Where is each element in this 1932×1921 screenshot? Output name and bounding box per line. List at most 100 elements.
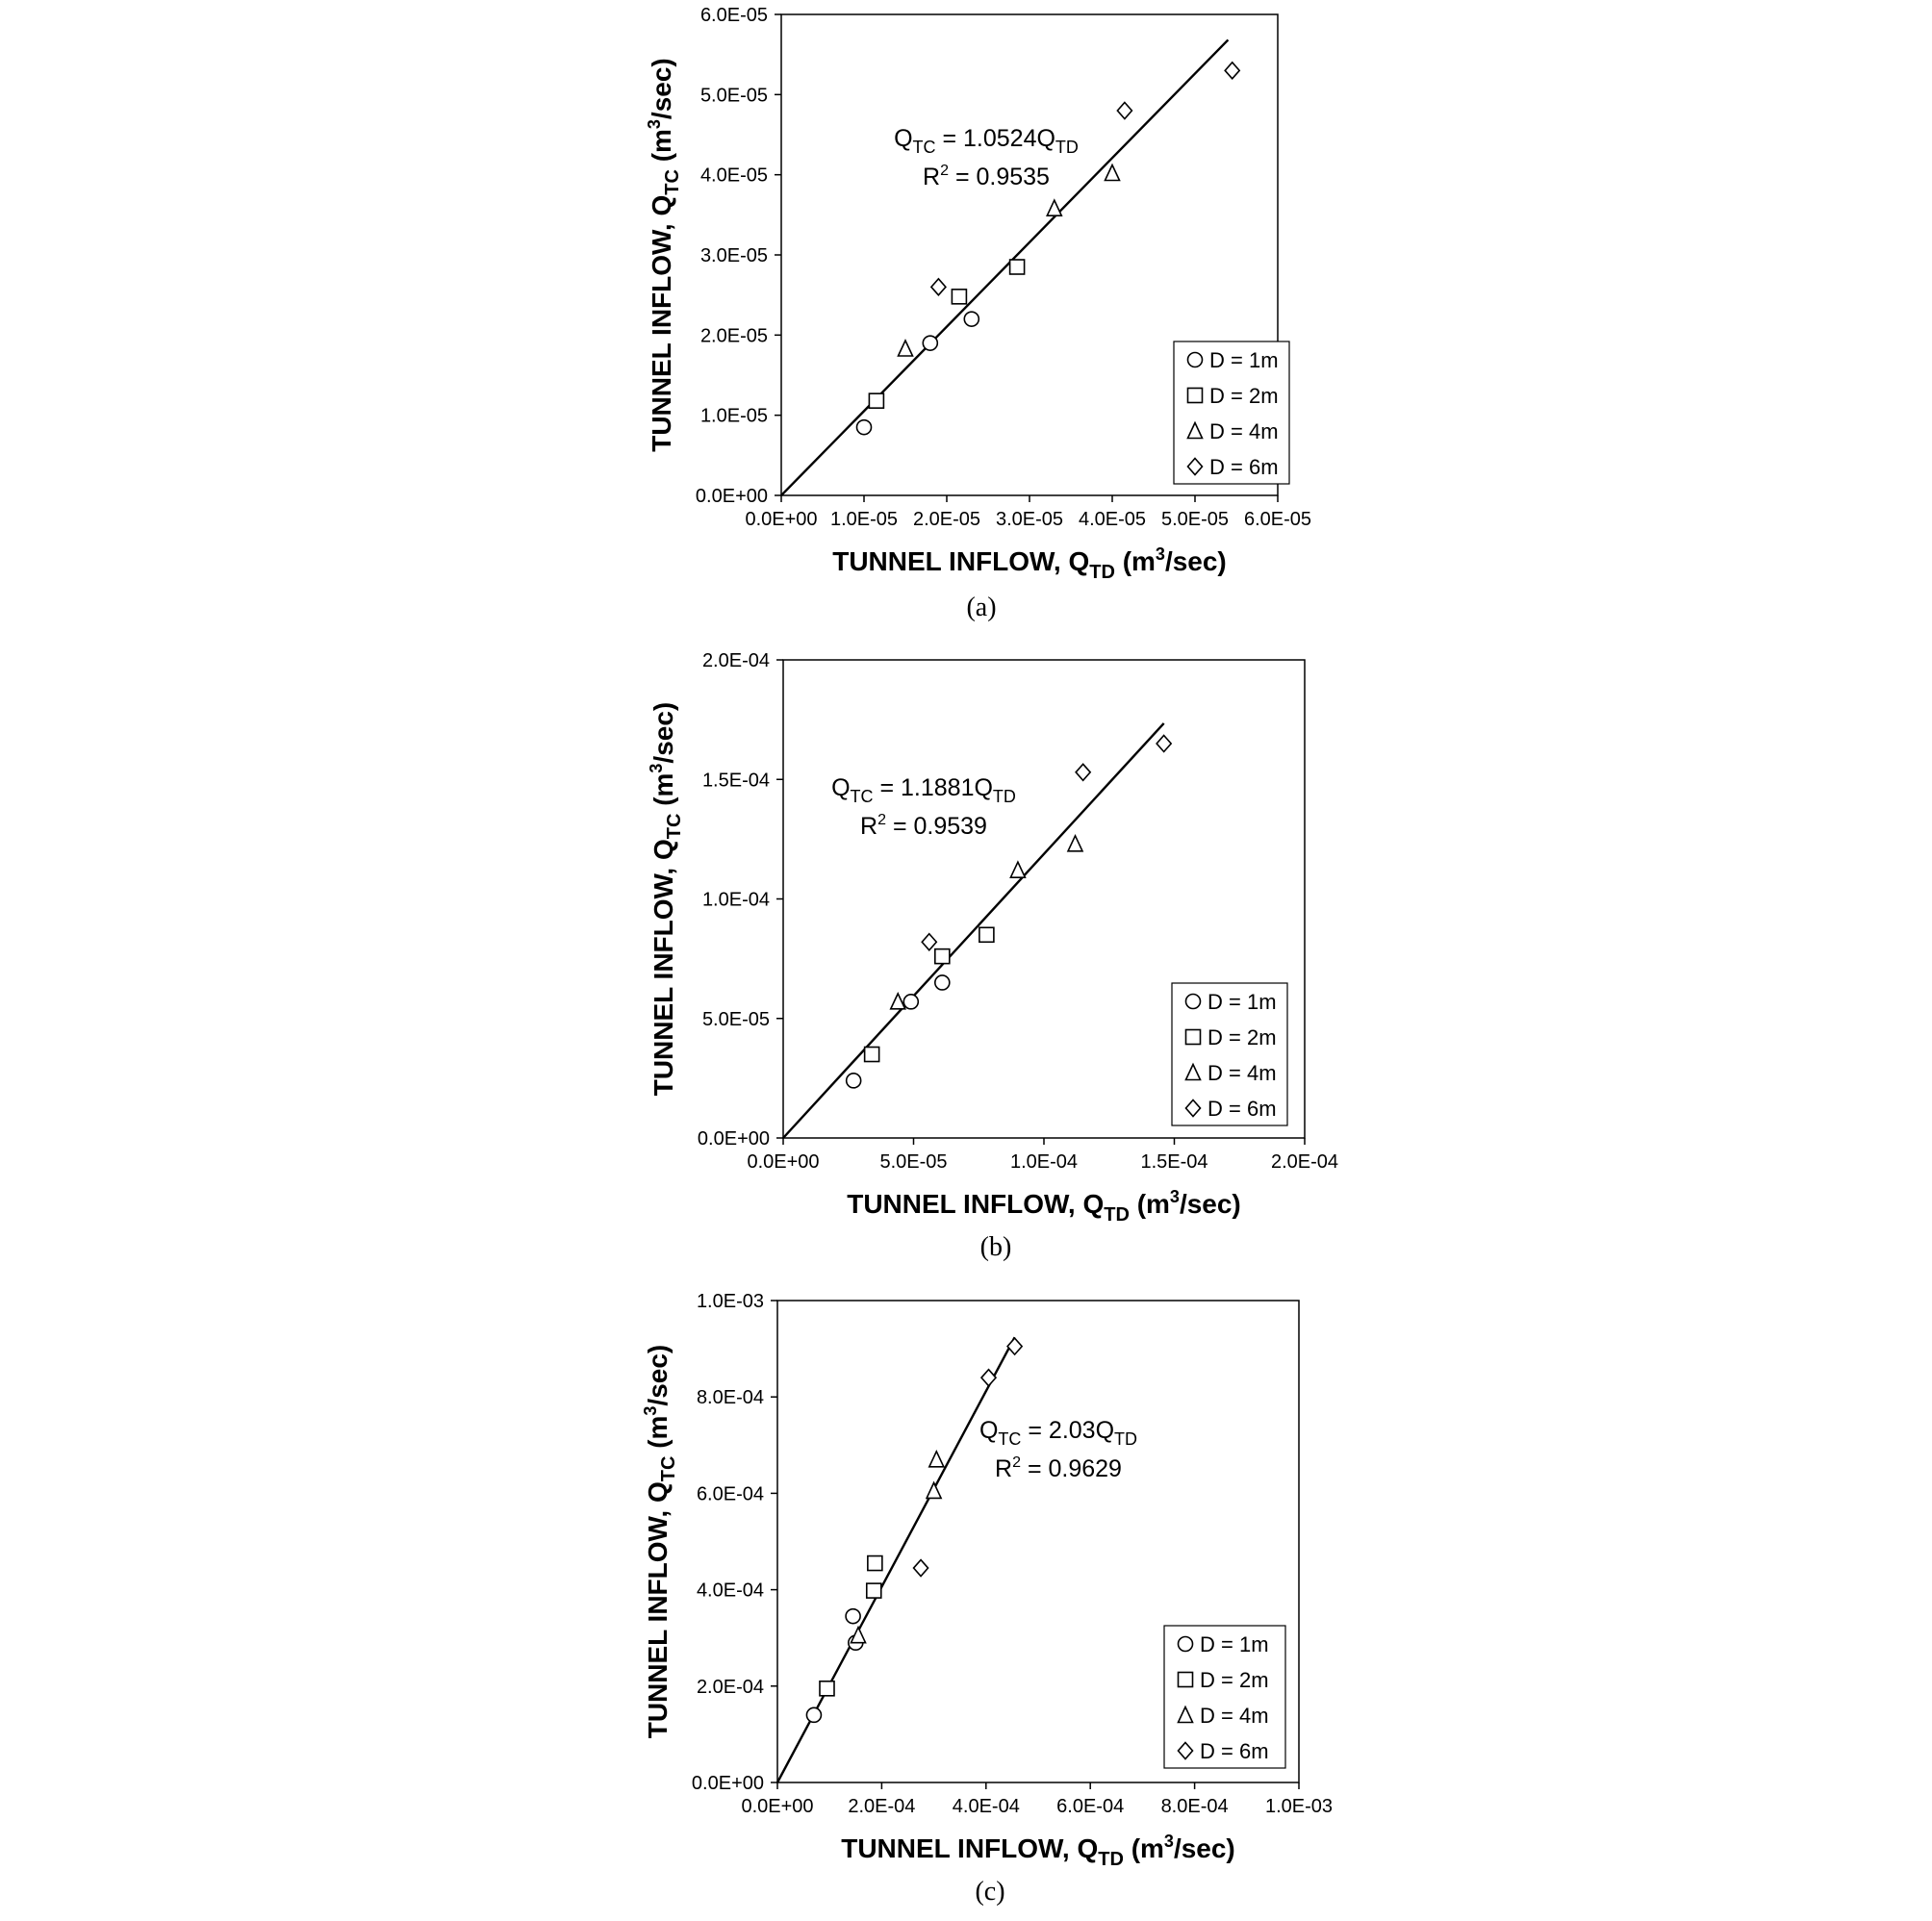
legend-label: D = 1m (1208, 990, 1277, 1014)
y-tick-label: 5.0E-05 (700, 85, 768, 106)
data-point-square (979, 926, 995, 944)
chart-c: 0.0E+00 2.0E-04 4.0E-04 6.0E-04 8.0E-04 1.0E-… (641, 1291, 1333, 1907)
figure-caption: (a) (966, 593, 996, 622)
y-tick-label: 3.0E-05 (700, 245, 768, 266)
legend-label: D = 6m (1209, 455, 1279, 479)
data-point-circle (902, 994, 920, 1010)
legend-label: D = 4m (1208, 1061, 1277, 1085)
chart-a: 0.0E+00 1.0E-05 2.0E-05 3.0E-05 4.0E-05 5.0E-… (645, 5, 1311, 622)
data-point-triangle (850, 1625, 867, 1644)
y-tick-label: 6.0E-04 (697, 1483, 764, 1504)
data-point-triangle (928, 1449, 946, 1468)
data-point-diamond (1224, 61, 1241, 81)
legend-marker-circle (1177, 1635, 1194, 1653)
data-point-diamond (1116, 101, 1133, 120)
x-tick-label: 1.0E-05 (830, 509, 898, 530)
data-point-triangle (925, 1480, 943, 1500)
x-axis-title: TUNNEL INFLOW, QTD (m3/sec) (841, 1832, 1235, 1870)
data-point-triangle (1104, 163, 1121, 182)
x-tick-label: 0.0E+00 (747, 1151, 819, 1173)
data-point-circle (845, 1607, 861, 1625)
legend: D = 1m D = 2m D = 4m D = 6m (1173, 341, 1290, 485)
series-circle (805, 1607, 864, 1724)
series-square (819, 1554, 883, 1697)
legend: D = 1m D = 2m D = 4m D = 6m (1163, 1625, 1286, 1769)
series-circle (845, 974, 951, 1089)
regression-equation: QTC = 2.03QTD (979, 1417, 1137, 1449)
x-tick-label: 1.5E-04 (1140, 1151, 1208, 1173)
data-point-diamond (921, 932, 938, 951)
regression-equation: QTC = 1.0524QTD (894, 125, 1079, 157)
legend-marker-triangle (1184, 1062, 1202, 1081)
y-tick-label: 4.0E-04 (697, 1580, 764, 1602)
series-square (868, 259, 1026, 409)
chart-b: 0.0E+00 5.0E-05 1.0E-04 1.5E-04 2.0E-04 0.0E+… (647, 650, 1338, 1262)
data-point-square (865, 1582, 882, 1599)
legend-marker-square (1177, 1671, 1194, 1688)
data-point-triangle (889, 991, 906, 1010)
data-point-diamond (929, 277, 947, 297)
trendline (780, 38, 1230, 496)
figure-caption: (c) (975, 1877, 1004, 1907)
data-point-square (951, 289, 968, 305)
legend-marker-triangle (1177, 1705, 1194, 1724)
y-tick-label: 6.0E-05 (700, 5, 768, 26)
trendline (782, 722, 1165, 1139)
legend-marker-square (1184, 1028, 1202, 1046)
x-axis-title: TUNNEL INFLOW, QTD (m3/sec) (832, 544, 1227, 583)
legend-label: D = 6m (1200, 1739, 1269, 1763)
x-tick-label: 1.0E-04 (1010, 1151, 1078, 1173)
data-point-triangle (1066, 833, 1084, 852)
legend-label: D = 1m (1200, 1632, 1269, 1656)
legend-marker-circle (1186, 351, 1204, 368)
legend-label: D = 2m (1209, 384, 1279, 408)
legend-label: D = 4m (1209, 419, 1279, 443)
data-point-triangle (1009, 860, 1027, 878)
y-tick-label: 2.0E-04 (702, 650, 770, 671)
x-tick-label: 5.0E-05 (1161, 509, 1229, 530)
y-axis-title: TUNNEL INFLOW, QTC (m3/sec) (641, 1345, 679, 1739)
x-tick-label: 3.0E-05 (996, 509, 1063, 530)
r-squared-label: R2 = 0.9629 (995, 1454, 1122, 1482)
y-axis-title: TUNNEL INFLOW, QTC (m3/sec) (645, 58, 683, 452)
x-tick-label: 5.0E-05 (879, 1151, 947, 1173)
data-point-square (1008, 259, 1026, 275)
data-point-square (934, 948, 951, 965)
data-point-triangle (897, 339, 914, 357)
data-point-circle (805, 1706, 823, 1724)
y-tick-label: 1.5E-04 (702, 770, 770, 791)
legend-label: D = 6m (1208, 1097, 1277, 1121)
data-point-triangle (1046, 198, 1063, 216)
r-squared-label: R2 = 0.9535 (923, 163, 1050, 190)
x-tick-label: 8.0E-04 (1161, 1796, 1229, 1817)
y-tick-label: 1.0E-03 (697, 1291, 764, 1312)
y-tick-label: 1.0E-05 (700, 406, 768, 427)
figure-caption: (b) (980, 1232, 1012, 1262)
x-tick-label: 6.0E-04 (1056, 1796, 1124, 1817)
data-point-circle (934, 974, 951, 991)
data-point-circle (963, 311, 980, 327)
data-point-square (868, 392, 885, 409)
x-tick-label: 2.0E-05 (913, 509, 980, 530)
x-tick-label: 1.0E-03 (1265, 1796, 1333, 1817)
data-point-diamond (1006, 1336, 1024, 1356)
x-tick-label: 0.0E+00 (741, 1796, 813, 1817)
y-tick-label: 4.0E-05 (700, 165, 768, 187)
legend-marker-triangle (1186, 420, 1204, 440)
legend-label: D = 1m (1209, 348, 1279, 372)
y-tick-label: 0.0E+00 (692, 1773, 764, 1794)
series-triangle (889, 833, 1084, 1010)
y-tick-label: 0.0E+00 (696, 486, 768, 507)
y-tick-label: 2.0E-04 (697, 1677, 764, 1698)
x-axis-title: TUNNEL INFLOW, QTD (m3/sec) (847, 1187, 1241, 1226)
series-triangle (850, 1449, 946, 1644)
legend-label: D = 2m (1200, 1668, 1269, 1692)
x-tick-label: 4.0E-05 (1079, 509, 1146, 530)
x-tick-label: 0.0E+00 (745, 509, 817, 530)
data-point-square (867, 1554, 883, 1572)
x-tick-label: 2.0E-04 (1271, 1151, 1338, 1173)
data-point-diamond (912, 1558, 929, 1578)
legend: D = 1m D = 2m D = 4m D = 6m (1171, 982, 1288, 1126)
data-point-diamond (1075, 763, 1092, 782)
legend-marker-square (1186, 387, 1204, 404)
